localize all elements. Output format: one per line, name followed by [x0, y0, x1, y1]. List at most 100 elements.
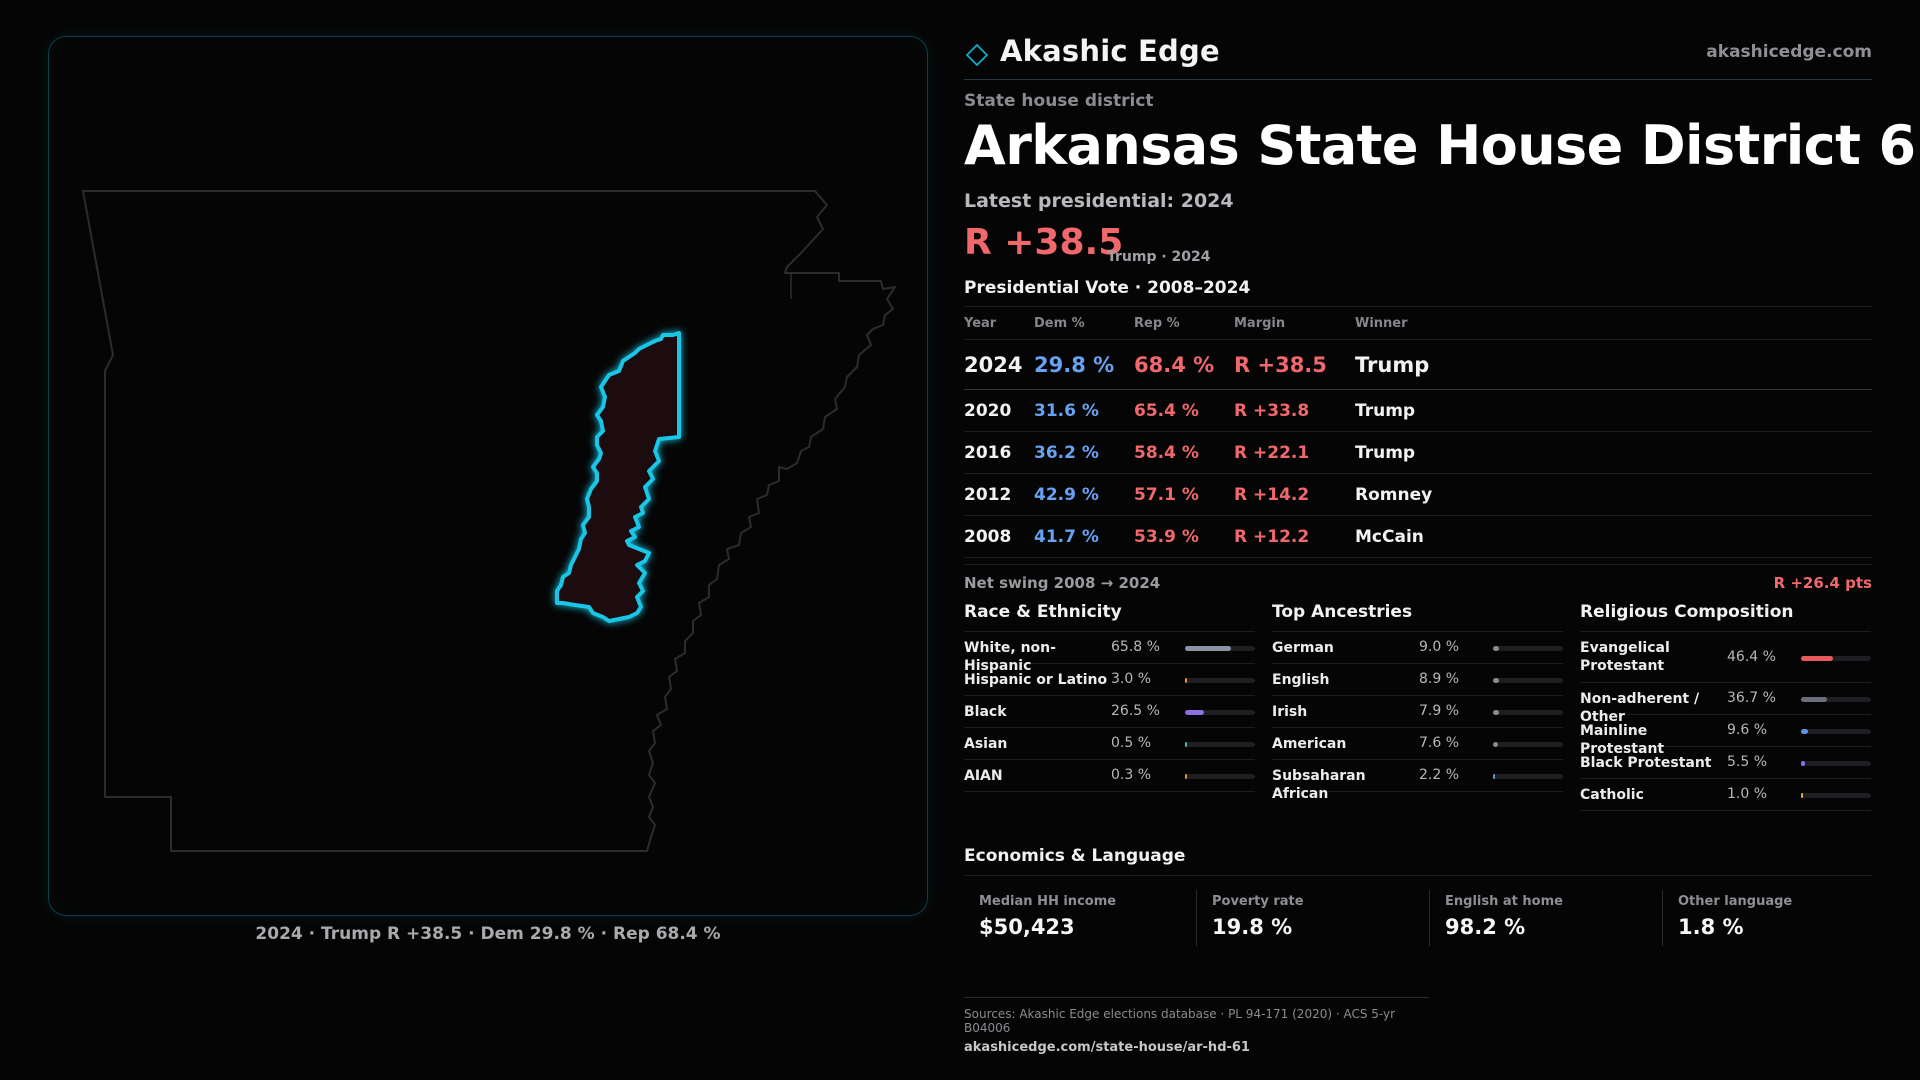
race-ethnicity-section: Race & Ethnicity White, non-Hispanic 65.8…: [964, 602, 1255, 792]
item-label: Hispanic or Latino: [964, 672, 1108, 688]
item-label: Black: [964, 704, 1007, 720]
cell-dem: 42.9 %: [1034, 473, 1134, 516]
item-bar-track: [1493, 774, 1563, 779]
list-item: Black 26.5 %: [964, 696, 1255, 728]
district-61-shape[interactable]: [555, 331, 681, 623]
cell-dem: 31.6 %: [1034, 389, 1134, 432]
presidential-vote-table: Year Dem % Rep % Margin Winner 2024 29.8…: [964, 306, 1872, 558]
map-panel[interactable]: [48, 36, 928, 916]
item-bar-fill: [1801, 697, 1827, 702]
cell-rep: 53.9 %: [1134, 515, 1234, 558]
brand-name: Akashic Edge: [1000, 34, 1220, 68]
cell-rep: 57.1 %: [1134, 473, 1234, 516]
item-bar-track: [1493, 646, 1563, 651]
map-caption: 2024 · Trump R +38.5 · Dem 29.8 % · Rep …: [255, 924, 721, 944]
item-bar-track: [1493, 678, 1563, 683]
page-title: Arkansas State House District 61: [964, 114, 1920, 177]
item-label: Asian: [964, 736, 1008, 752]
cell-year: 2020: [964, 389, 1034, 432]
cell-winner: Trump: [1355, 389, 1872, 432]
cell-rep: 68.4 %: [1134, 339, 1234, 390]
district-map[interactable]: [49, 37, 928, 916]
item-label: American: [1272, 736, 1347, 752]
ancestries-section-title: Top Ancestries: [1272, 602, 1563, 632]
item-bar-track: [1801, 729, 1871, 734]
item-percent: 0.3 %: [1111, 767, 1152, 783]
item-bar-track: [1185, 678, 1255, 683]
list-item: Asian 0.5 %: [964, 728, 1255, 760]
item-percent: 2.2 %: [1419, 767, 1460, 783]
vote-table-title: Presidential Vote · 2008–2024: [964, 278, 1251, 298]
cell-dem: 41.7 %: [1034, 515, 1134, 558]
economics-grid: Median HH income $50,423 Poverty rate 19…: [964, 890, 1872, 950]
item-label: German: [1272, 640, 1334, 656]
cell-rep: 58.4 %: [1134, 431, 1234, 474]
brand-header: Akashic Edge akashicedge.com: [964, 30, 1872, 80]
cell-year: 2024: [964, 339, 1034, 390]
item-bar-track: [1185, 646, 1255, 651]
item-label: Catholic: [1580, 787, 1644, 803]
item-bar-fill: [1493, 646, 1499, 651]
item-bar-fill: [1185, 646, 1231, 651]
item-percent: 46.4 %: [1727, 649, 1776, 665]
item-bar-fill: [1493, 774, 1495, 779]
item-bar-track: [1185, 742, 1255, 747]
econ-english: English at home 98.2 %: [1429, 890, 1656, 946]
cell-margin: R +22.1: [1234, 431, 1355, 474]
economics-section-title: Economics & Language: [964, 846, 1872, 876]
cell-rep: 65.4 %: [1134, 389, 1234, 432]
info-panel: Akashic Edge akashicedge.com State house…: [964, 0, 1920, 1080]
net-swing-value: R +26.4 pts: [1773, 574, 1872, 592]
cell-winner: Romney: [1355, 473, 1872, 516]
item-label: AIAN: [964, 768, 1003, 784]
item-percent: 9.6 %: [1727, 722, 1768, 738]
district-kicker: State house district: [964, 91, 1154, 111]
religion-section-title: Religious Composition: [1580, 602, 1871, 632]
cell-margin: R +38.5: [1234, 339, 1355, 390]
item-percent: 0.5 %: [1111, 735, 1152, 751]
item-bar-fill: [1801, 761, 1805, 766]
diamond-logo-icon: [966, 44, 988, 66]
table-row: 2016 36.2 % 58.4 % R +22.1 Trump: [964, 431, 1872, 474]
list-item: German 9.0 %: [1272, 632, 1563, 664]
table-row: 2012 42.9 % 57.1 % R +14.2 Romney: [964, 473, 1872, 516]
cell-margin: R +33.8: [1234, 389, 1355, 432]
item-bar-fill: [1185, 774, 1187, 779]
econ-other-language: Other language 1.8 %: [1662, 890, 1872, 946]
list-item: White, non-Hispanic 65.8 %: [964, 632, 1255, 674]
item-percent: 7.9 %: [1419, 703, 1460, 719]
item-bar-track: [1801, 793, 1871, 798]
item-percent: 8.9 %: [1419, 671, 1460, 687]
item-bar-fill: [1801, 656, 1833, 661]
item-label: Black Protestant: [1580, 755, 1712, 771]
list-item: Non-adherent / Other 36.7 %: [1580, 683, 1871, 725]
table-row: 2008 41.7 % 53.9 % R +12.2 McCain: [964, 515, 1872, 558]
state-outline: [82, 190, 896, 852]
brand-url-link[interactable]: akashicedge.com: [1706, 42, 1872, 62]
econ-label: Median HH income: [979, 894, 1117, 909]
item-percent: 36.7 %: [1727, 690, 1776, 706]
col-margin: Margin: [1234, 306, 1355, 340]
permalink[interactable]: akashicedge.com/state-house/ar-hd-61: [964, 1040, 1250, 1055]
sources-text: Sources: Akashic Edge elections database…: [964, 1007, 1396, 1035]
list-item: American 7.6 %: [1272, 728, 1563, 760]
latest-presidential-label: Latest presidential: 2024: [964, 190, 1234, 212]
col-dem: Dem %: [1034, 306, 1134, 340]
cell-year: 2012: [964, 473, 1034, 516]
item-bar-track: [1801, 697, 1871, 702]
list-item: Mainline Protestant 9.6 %: [1580, 715, 1871, 757]
latest-margin: R +38.5: [964, 222, 1124, 263]
list-item: Subsaharan African 2.2 %: [1272, 760, 1563, 802]
item-bar-fill: [1185, 742, 1187, 747]
net-swing-row: Net swing 2008 → 2024 R +26.4 pts: [964, 564, 1872, 594]
list-item: Hispanic or Latino 3.0 %: [964, 664, 1255, 696]
table-row: 2020 31.6 % 65.4 % R +33.8 Trump: [964, 389, 1872, 432]
item-percent: 65.8 %: [1111, 639, 1160, 655]
item-percent: 9.0 %: [1419, 639, 1460, 655]
item-bar-track: [1493, 742, 1563, 747]
cell-winner: McCain: [1355, 515, 1872, 558]
item-percent: 5.5 %: [1727, 754, 1768, 770]
item-bar-track: [1493, 710, 1563, 715]
item-label: Subsaharan African: [1272, 768, 1366, 802]
list-item: Evangelical Protestant 46.4 %: [1580, 632, 1871, 683]
